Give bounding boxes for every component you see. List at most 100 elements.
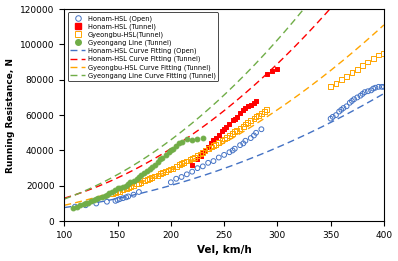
- Point: [240, 124, 246, 129]
- Point: [357, 94, 364, 98]
- Point: [263, 72, 270, 76]
- Point: [178, 140, 185, 144]
- Point: [125, 186, 131, 190]
- Point: [176, 163, 183, 167]
- Point: [261, 109, 268, 114]
- Point: [138, 173, 144, 177]
- Point: [197, 154, 204, 158]
- Point: [205, 161, 211, 165]
- Point: [168, 180, 174, 184]
- Point: [226, 122, 232, 126]
- Point: [242, 106, 249, 110]
- Point: [155, 160, 161, 164]
- Point: [251, 101, 257, 105]
- Point: [173, 177, 179, 181]
- Point: [125, 182, 131, 186]
- Point: [109, 190, 115, 194]
- Point: [117, 197, 123, 201]
- Point: [152, 174, 158, 178]
- Point: [202, 148, 208, 152]
- Y-axis label: Running Resistance, N: Running Resistance, N: [6, 58, 15, 173]
- Point: [176, 141, 183, 145]
- Point: [269, 69, 275, 73]
- Point: [370, 56, 377, 61]
- Point: [194, 157, 201, 161]
- Point: [253, 115, 259, 119]
- Point: [381, 51, 387, 55]
- Point: [183, 159, 190, 163]
- Point: [77, 203, 84, 207]
- Point: [234, 128, 240, 132]
- Point: [146, 177, 153, 181]
- Point: [338, 78, 344, 82]
- Point: [194, 166, 201, 170]
- Point: [221, 153, 227, 157]
- Point: [200, 150, 206, 154]
- Point: [91, 198, 98, 202]
- Point: [210, 159, 217, 163]
- Point: [162, 170, 169, 174]
- Point: [95, 196, 101, 200]
- Point: [162, 153, 169, 157]
- Point: [125, 194, 131, 199]
- Point: [200, 164, 206, 168]
- Point: [208, 141, 215, 145]
- Point: [178, 162, 185, 166]
- Point: [274, 67, 281, 71]
- Point: [237, 111, 243, 115]
- Point: [166, 168, 172, 172]
- Point: [170, 147, 176, 151]
- Point: [131, 184, 137, 188]
- Point: [338, 108, 344, 112]
- Point: [242, 139, 249, 143]
- Point: [117, 186, 123, 190]
- Point: [168, 148, 174, 152]
- Point: [244, 104, 251, 108]
- Point: [189, 156, 195, 161]
- Point: [194, 154, 201, 158]
- Point: [189, 163, 195, 167]
- Point: [117, 189, 123, 193]
- Point: [328, 117, 334, 121]
- Point: [219, 139, 225, 143]
- Point: [223, 125, 229, 129]
- Point: [173, 144, 179, 148]
- Point: [255, 113, 261, 117]
- Point: [336, 109, 342, 114]
- Point: [146, 167, 153, 171]
- Point: [216, 133, 222, 137]
- Point: [152, 163, 158, 167]
- Point: [104, 200, 110, 204]
- Point: [237, 126, 243, 130]
- Point: [370, 86, 377, 91]
- Point: [216, 156, 222, 160]
- Point: [93, 201, 100, 206]
- Point: [375, 53, 382, 57]
- Point: [354, 95, 361, 99]
- Point: [112, 199, 119, 203]
- Point: [349, 99, 355, 103]
- Point: [136, 181, 142, 185]
- Point: [120, 187, 126, 191]
- Point: [200, 150, 206, 154]
- Point: [112, 191, 119, 195]
- Point: [148, 165, 155, 169]
- Point: [155, 173, 161, 177]
- Point: [101, 193, 108, 198]
- Point: [237, 143, 243, 147]
- Point: [144, 169, 150, 173]
- Point: [359, 63, 366, 68]
- Point: [82, 201, 89, 206]
- Point: [248, 136, 254, 140]
- Point: [123, 195, 129, 199]
- Point: [226, 150, 232, 154]
- Point: [202, 148, 208, 152]
- Point: [114, 190, 121, 194]
- Point: [183, 172, 190, 176]
- Point: [234, 115, 240, 119]
- Point: [127, 180, 134, 184]
- Point: [221, 137, 227, 141]
- Point: [82, 203, 89, 207]
- Point: [253, 99, 259, 103]
- Point: [359, 92, 366, 96]
